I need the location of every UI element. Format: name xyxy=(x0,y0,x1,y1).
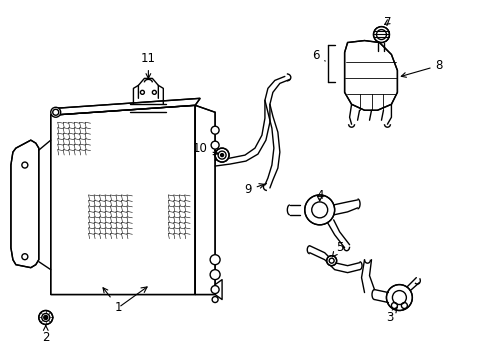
Polygon shape xyxy=(195,105,215,294)
Polygon shape xyxy=(11,140,39,268)
Circle shape xyxy=(210,270,220,280)
Text: 10: 10 xyxy=(192,141,218,155)
Circle shape xyxy=(51,107,61,117)
Polygon shape xyxy=(51,105,195,294)
Text: 3: 3 xyxy=(385,307,397,324)
Text: 8: 8 xyxy=(401,59,442,77)
Circle shape xyxy=(211,285,219,293)
Polygon shape xyxy=(51,98,200,115)
Circle shape xyxy=(210,255,220,265)
Circle shape xyxy=(373,27,388,42)
Circle shape xyxy=(211,126,219,134)
Text: 4: 4 xyxy=(315,189,323,202)
Text: 1: 1 xyxy=(103,288,122,314)
Circle shape xyxy=(304,195,334,225)
Circle shape xyxy=(220,154,223,157)
Text: 6: 6 xyxy=(311,49,325,62)
Circle shape xyxy=(215,148,228,162)
Circle shape xyxy=(39,310,53,324)
Text: 2: 2 xyxy=(42,325,49,344)
Polygon shape xyxy=(344,41,397,110)
Circle shape xyxy=(326,256,336,266)
Text: 9: 9 xyxy=(244,184,264,197)
Text: 11: 11 xyxy=(141,52,156,78)
Circle shape xyxy=(44,315,48,319)
Circle shape xyxy=(212,297,218,302)
Text: 7: 7 xyxy=(383,16,390,29)
Text: 5: 5 xyxy=(332,241,343,257)
Circle shape xyxy=(386,285,411,310)
Circle shape xyxy=(211,141,219,149)
